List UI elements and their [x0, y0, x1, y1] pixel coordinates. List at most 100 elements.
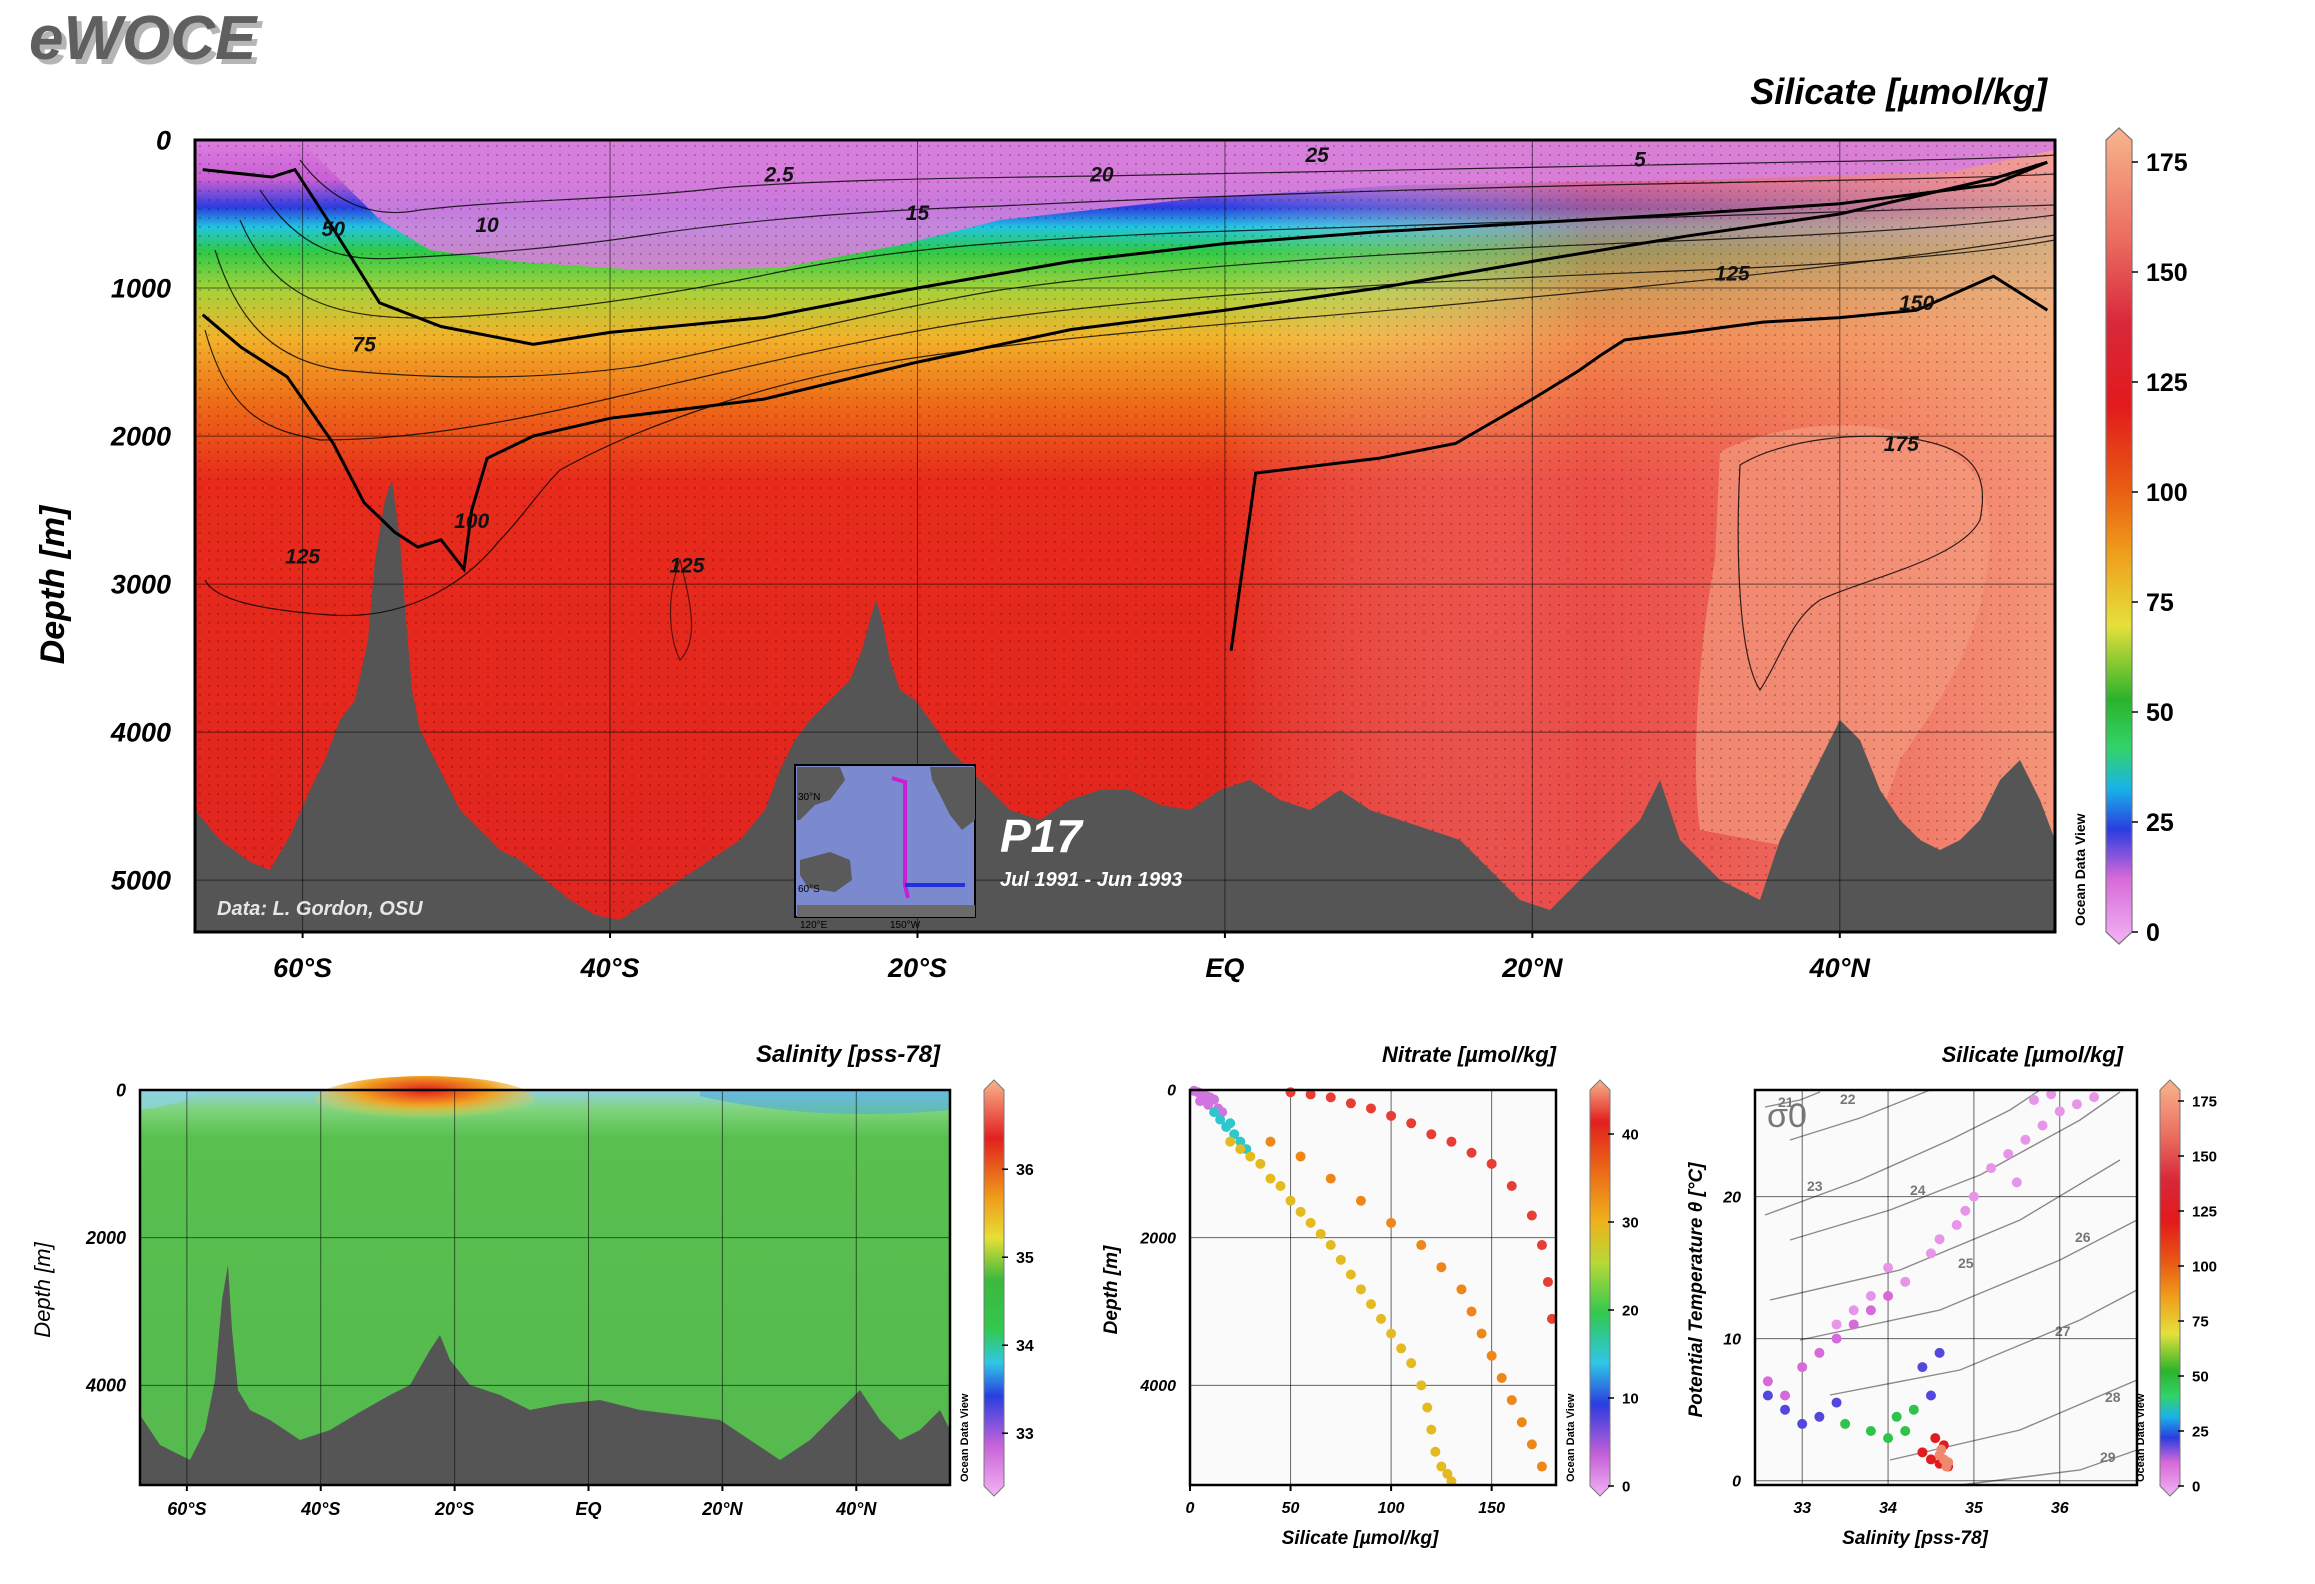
silicate-colorbar-ticks: 0 25 50 75 100 125 150 175: [2132, 149, 2188, 947]
contour-label: 5: [1634, 149, 1646, 172]
isopycnal-line: [1799, 1219, 2138, 1341]
isoline-bold-150: [1229, 274, 2049, 651]
ts-x-ticks: 33 34 35 36: [1793, 1500, 2068, 1517]
salinity-colorbar-tick-label: 33: [1016, 1426, 1034, 1443]
nitrate-point: [1225, 1136, 1236, 1147]
ts-point: [1780, 1390, 1791, 1401]
isopycnal-line: [1889, 1379, 2138, 1461]
ts-point: [1986, 1163, 1997, 1174]
silicate-colorbar-tick-label: 0: [2146, 919, 2160, 947]
ts-point: [1900, 1426, 1911, 1437]
ts-point: [1883, 1433, 1894, 1444]
ts-colorbar-ticks: 0 25 50 75 100 125 150 175: [2178, 1093, 2217, 1495]
isopycnal-label: 21: [1778, 1094, 1794, 1110]
nitrate-point: [1386, 1217, 1397, 1228]
inset-map-label-120e: 120°E: [800, 920, 828, 931]
nitrate-point: [1225, 1118, 1236, 1129]
silicate-y-tick-label: 3000: [111, 570, 171, 600]
nitrate-point: [1416, 1380, 1427, 1391]
salinity-y-tick-label: 4000: [85, 1376, 126, 1396]
salinity-colorbar-tick-label: 34: [1016, 1338, 1034, 1355]
ts-point: [2003, 1148, 2014, 1159]
salinity-x-tick-label: 20°N: [701, 1499, 743, 1519]
nitrate-point: [1229, 1129, 1240, 1140]
nitrate-colorbar-bar: [1589, 1079, 1611, 1497]
contour-label: 2.5: [764, 163, 795, 186]
salinity-y-tick-label: 0: [116, 1080, 126, 1100]
odv-label-nitrate: Ocean Data View: [1565, 1393, 1577, 1482]
ts-point: [2011, 1177, 2022, 1188]
ts-point: [1908, 1404, 1919, 1415]
ts-y-tick-label: 20: [1722, 1190, 1741, 1207]
contour-label: 175: [1884, 433, 1919, 456]
ts-point: [1934, 1347, 1945, 1358]
ts-point: [2037, 1120, 2048, 1131]
ts-colorbar-tick-label: 125: [2192, 1203, 2217, 1220]
ts-colorbar-tick-label: 25: [2192, 1423, 2209, 1440]
ts-point: [1865, 1426, 1876, 1437]
nitrate-point: [1406, 1358, 1417, 1369]
odv-label-salinity: Ocean Data View: [959, 1393, 971, 1482]
isopycnal-label: 23: [1807, 1178, 1823, 1194]
isopycnal-line: [1959, 1449, 2138, 1486]
contour-label: 150: [1899, 292, 1934, 315]
nitrate-point: [1325, 1173, 1336, 1184]
silicate-x-tick-label: 40°S: [580, 953, 640, 983]
ts-point: [1762, 1376, 1773, 1387]
ts-point: [2089, 1092, 2100, 1103]
isolines-thin: [204, 154, 2056, 692]
ts-points: [1762, 1089, 2100, 1472]
nitrate-point: [1516, 1417, 1527, 1428]
cruise-name: P17: [1000, 810, 1084, 862]
silicate-y-tick-label: 0: [156, 125, 171, 155]
silicate-y-tick-label: 2000: [110, 422, 171, 452]
nitrate-point: [1195, 1096, 1206, 1107]
nitrate-x-ticks: 0 50 100 150: [1186, 1485, 1505, 1517]
ts-point: [1831, 1397, 1842, 1408]
silicate-section-chart: Silicate [µmol/kg] Depth [m] 2.551015202…: [34, 71, 2188, 983]
nitrate-point: [1355, 1195, 1366, 1206]
ts-point: [1848, 1305, 1859, 1316]
silicate-x-tick-label: EQ: [1205, 953, 1244, 983]
nitrate-point: [1203, 1099, 1214, 1110]
silicate-x-tick-label: 20°S: [887, 953, 947, 983]
nitrate-point: [1265, 1173, 1276, 1184]
isopycnal-label: 22: [1840, 1091, 1856, 1107]
ts-point: [1960, 1205, 1971, 1216]
ts-y-tick-label: 10: [1723, 1332, 1741, 1349]
cruise-period: Jul 1991 - Jun 1993: [1000, 869, 1182, 891]
isopycnal-label: 25: [1958, 1255, 1974, 1271]
inset-map: 30°N 60°S 120°E 150°W: [794, 764, 976, 931]
silicate-x-tick-label: 60°S: [273, 953, 332, 983]
ts-x-tick-label: 36: [2051, 1500, 2069, 1517]
isopycnal-line: [1789, 1089, 1931, 1141]
ts-x-tick-label: 33: [1793, 1500, 1811, 1517]
isopycnal-line: [1829, 1289, 2138, 1396]
silicate-section-title: Silicate [µmol/kg]: [1750, 71, 2048, 112]
salinity-x-tick-label: 60°S: [167, 1499, 206, 1519]
nitrate-point: [1345, 1098, 1356, 1109]
nitrate-point: [1295, 1151, 1306, 1162]
nitrate-point: [1536, 1240, 1547, 1251]
ts-colorbar-tick-label: 100: [2192, 1258, 2217, 1275]
inset-map-track: [891, 776, 910, 899]
salinity-x-ticks: 60°S 40°S 20°S EQ 20°N 40°N: [167, 1485, 877, 1519]
nitrate-ylabel: Depth [m]: [1101, 1245, 1122, 1334]
nitrate-title: Nitrate [µmol/kg]: [1382, 1042, 1557, 1067]
ts-colorbar: Ocean Data View 0 25 50 75 100 125 150 175: [2135, 1079, 2217, 1497]
nitrate-point: [1315, 1228, 1326, 1239]
salinity-title: Salinity [pss-78]: [756, 1041, 941, 1068]
ts-point: [1968, 1191, 1979, 1202]
nitrate-point: [1215, 1114, 1226, 1125]
ts-y-tick-label: 0: [1732, 1474, 1741, 1491]
isopycnal-label: 28: [2105, 1389, 2121, 1405]
nitrate-point: [1209, 1107, 1220, 1118]
salinity-plot-area: [138, 1076, 952, 1487]
salinity-south-fresh: [140, 1090, 200, 1110]
nitrate-point: [1285, 1195, 1296, 1206]
ts-scatter-chart: Silicate [µmol/kg] Potential Temperature…: [1686, 1042, 2217, 1549]
ts-point: [1865, 1305, 1876, 1316]
contour-label: 75: [352, 334, 376, 357]
